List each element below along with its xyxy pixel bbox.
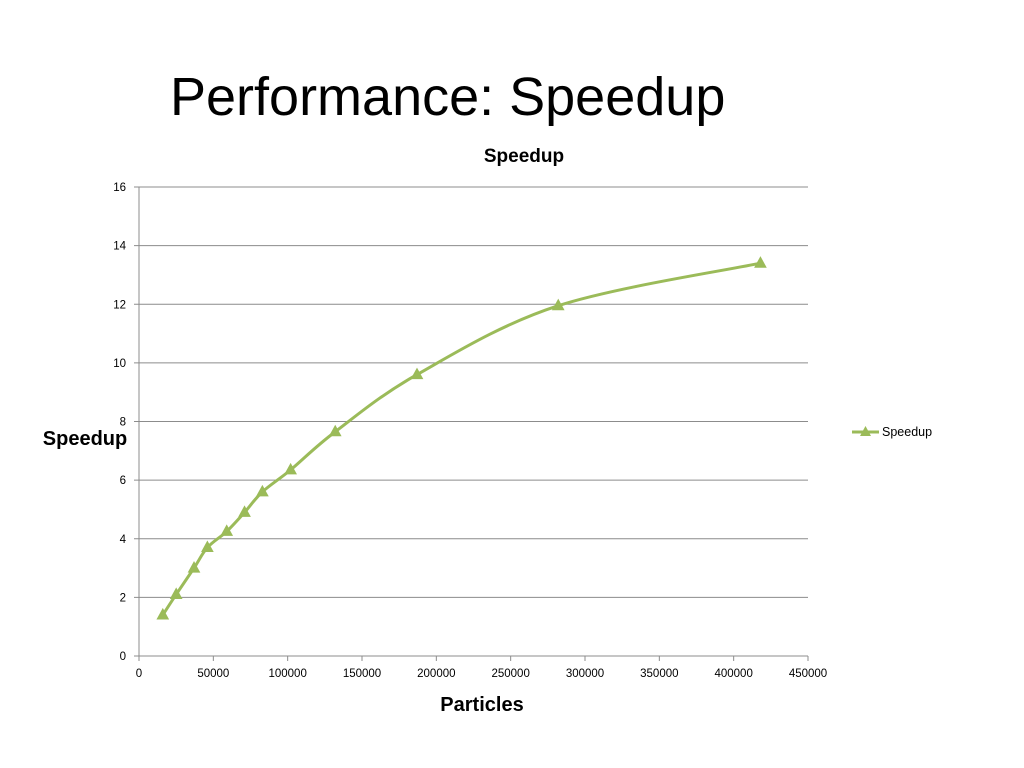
data-point-marker (328, 424, 342, 437)
data-point-marker (220, 524, 234, 536)
x-tick-label: 250000 (491, 668, 529, 680)
data-point-marker (238, 505, 251, 517)
legend-marker-sample (860, 426, 871, 436)
data-point-marker (187, 561, 201, 573)
y-tick-label: 2 (120, 592, 126, 604)
legend: Speedup (852, 425, 932, 439)
data-point-marker (410, 367, 424, 380)
x-tick-label: 200000 (417, 668, 455, 680)
data-point-marker (256, 484, 269, 497)
y-tick-label: 16 (113, 182, 126, 194)
series-speedup (156, 256, 767, 620)
x-tick-label: 300000 (566, 668, 604, 680)
x-tick-labels: 0 50000 100000 150000 200000 250000 300000 3500… (136, 668, 827, 680)
y-tick-label: 8 (120, 417, 126, 429)
slide-title: Performance: Speedup (170, 67, 726, 127)
x-tick-label: 0 (136, 668, 142, 680)
y-tick-label: 12 (113, 299, 126, 311)
series-line-speedup (161, 261, 762, 617)
x-tick-label: 100000 (268, 668, 306, 680)
y-tick-label: 0 (120, 651, 126, 663)
legend-label-speedup: Speedup (882, 425, 932, 439)
data-point-marker (284, 462, 297, 475)
data-point-marker (156, 607, 170, 620)
y-axis-title: Speedup (43, 428, 127, 450)
x-axis-title: Particles (440, 694, 523, 716)
y-tick-label: 10 (113, 358, 126, 370)
chart-title: Speedup (484, 146, 564, 167)
x-tick-label: 450000 (789, 668, 827, 680)
grid-lines (139, 186, 808, 598)
data-point-marker (201, 540, 214, 553)
axes (134, 186, 809, 661)
data-point-marker (169, 587, 183, 599)
x-tick-label: 50000 (197, 668, 229, 680)
data-point-marker (754, 256, 767, 268)
x-tick-label: 150000 (343, 668, 381, 680)
x-tick-label: 350000 (640, 668, 678, 680)
data-point-marker (551, 298, 565, 311)
y-tick-label: 14 (113, 241, 126, 253)
y-tick-labels: 0 2 4 6 8 10 12 14 16 (113, 182, 126, 663)
x-tick-label: 400000 (714, 668, 752, 680)
y-tick-label: 4 (120, 534, 127, 546)
y-tick-label: 6 (120, 475, 126, 487)
